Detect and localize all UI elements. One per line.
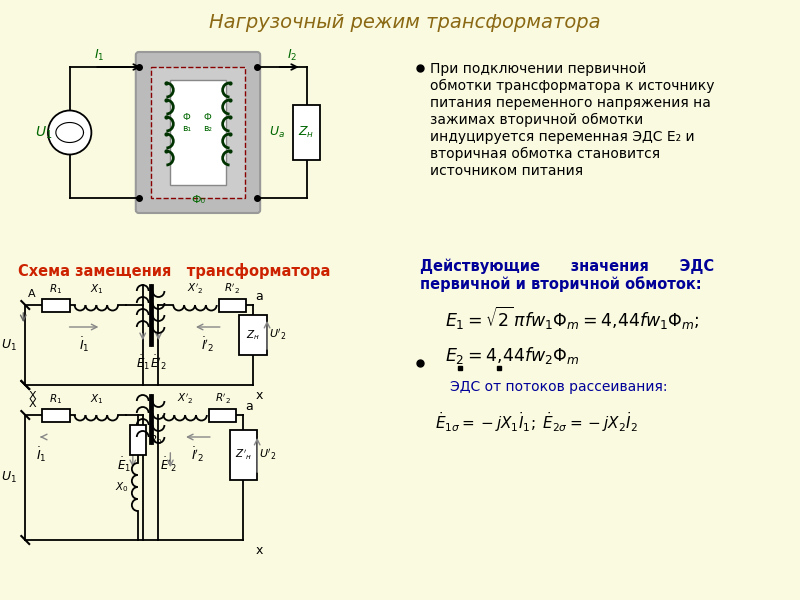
Text: X: X xyxy=(28,399,36,409)
Text: Действующие      значения      ЭДС: Действующие значения ЭДС xyxy=(420,258,714,274)
Text: $R_0$: $R_0$ xyxy=(149,433,162,447)
Text: зажимах вторичной обмотки: зажимах вторичной обмотки xyxy=(430,113,643,127)
Text: При подключении первичной: При подключении первичной xyxy=(430,62,646,76)
Text: $\dot{E}_1$: $\dot{E}_1$ xyxy=(136,353,150,371)
Text: Схема замещения   трансформатора: Схема замещения трансформатора xyxy=(18,263,330,279)
Text: $Z_н$: $Z_н$ xyxy=(246,328,260,342)
Text: $\dot{I}_1$: $\dot{I}_1$ xyxy=(78,335,90,353)
Text: $X_1$: $X_1$ xyxy=(90,283,103,296)
Bar xyxy=(170,80,226,185)
Text: x: x xyxy=(255,389,262,402)
Text: первичной и вторичной обмоток:: первичной и вторичной обмоток: xyxy=(420,276,702,292)
Text: $I_1$: $I_1$ xyxy=(94,48,105,63)
Text: $U_1$: $U_1$ xyxy=(34,124,52,140)
Text: A: A xyxy=(28,289,36,299)
Text: $R'_2$: $R'_2$ xyxy=(225,281,241,295)
Bar xyxy=(42,409,70,421)
Text: Ф
в₁: Ф в₁ xyxy=(182,113,190,133)
Text: вторичная обмотка становится: вторичная обмотка становится xyxy=(430,147,660,161)
Text: $\dot{E}'_2$: $\dot{E}'_2$ xyxy=(150,353,167,371)
Text: $I_2$: $I_2$ xyxy=(286,48,297,63)
Text: $X_1$: $X_1$ xyxy=(90,392,103,407)
Bar xyxy=(209,409,237,421)
Text: источником питания: источником питания xyxy=(430,164,583,178)
Text: $E_1 = \sqrt{2}\,\pi f w_1 \Phi_m = 4{,}44fw_1\Phi_m;$: $E_1 = \sqrt{2}\,\pi f w_1 \Phi_m = 4{,}… xyxy=(445,305,699,332)
Text: обмотки трансформатора к источнику: обмотки трансформатора к источнику xyxy=(430,79,714,93)
Text: Нагрузочный режим трансформатора: Нагрузочный режим трансформатора xyxy=(210,13,601,31)
Text: X: X xyxy=(28,391,36,401)
Bar xyxy=(293,105,320,160)
Text: $\dot{E}_1$: $\dot{E}_1$ xyxy=(117,456,131,474)
Text: $U_a$: $U_a$ xyxy=(269,125,285,140)
Text: a: a xyxy=(246,400,253,413)
Text: x: x xyxy=(255,544,262,557)
Text: $\dot{E}'_2$: $\dot{E}'_2$ xyxy=(161,456,177,474)
Bar xyxy=(42,298,70,311)
Text: $U_1$: $U_1$ xyxy=(2,337,18,353)
Text: $U_1$: $U_1$ xyxy=(2,470,18,485)
Text: a: a xyxy=(255,290,263,303)
Bar xyxy=(239,315,267,355)
Circle shape xyxy=(48,110,91,154)
Text: $R_1$: $R_1$ xyxy=(50,392,62,406)
Bar xyxy=(150,67,246,198)
Text: ЭДС от потоков рассеивания:: ЭДС от потоков рассеивания: xyxy=(450,380,667,394)
Text: Ф₀: Ф₀ xyxy=(191,195,205,205)
Text: $Z'_н$: $Z'_н$ xyxy=(235,448,252,462)
Text: $X_0$: $X_0$ xyxy=(115,480,129,494)
Text: $\dot{I}'_2$: $\dot{I}'_2$ xyxy=(191,445,205,464)
Bar xyxy=(218,298,246,311)
Text: Ф
в₂: Ф в₂ xyxy=(203,113,212,133)
Text: $\dot{E}_{1\sigma} = -jX_1\dot{I}_1;\;\dot{E}_{2\sigma} = -jX_2\dot{I}_2$: $\dot{E}_{1\sigma} = -jX_1\dot{I}_1;\;\d… xyxy=(435,410,638,434)
Text: $U'_2$: $U'_2$ xyxy=(269,328,286,343)
Text: $Z_н$: $Z_н$ xyxy=(298,125,314,140)
Text: $U'_2$: $U'_2$ xyxy=(259,448,277,463)
Bar xyxy=(230,430,257,480)
Text: $X'_2$: $X'_2$ xyxy=(186,283,203,296)
Text: $\dot{I}'_2$: $\dot{I}'_2$ xyxy=(201,335,214,353)
Text: $E_2 = 4{,}44fw_2\Phi_m$: $E_2 = 4{,}44fw_2\Phi_m$ xyxy=(445,345,579,366)
Text: питания переменного напряжения на: питания переменного напряжения на xyxy=(430,96,710,110)
Text: $R'_2$: $R'_2$ xyxy=(214,391,230,406)
Bar xyxy=(130,425,146,455)
Text: $R_1$: $R_1$ xyxy=(50,281,62,295)
Text: индуцируется переменная ЭДС E₂ и: индуцируется переменная ЭДС E₂ и xyxy=(430,130,694,144)
FancyBboxPatch shape xyxy=(136,52,260,213)
Text: $X'_2$: $X'_2$ xyxy=(177,392,194,407)
Text: $\dot{I}_1$: $\dot{I}_1$ xyxy=(36,445,46,464)
